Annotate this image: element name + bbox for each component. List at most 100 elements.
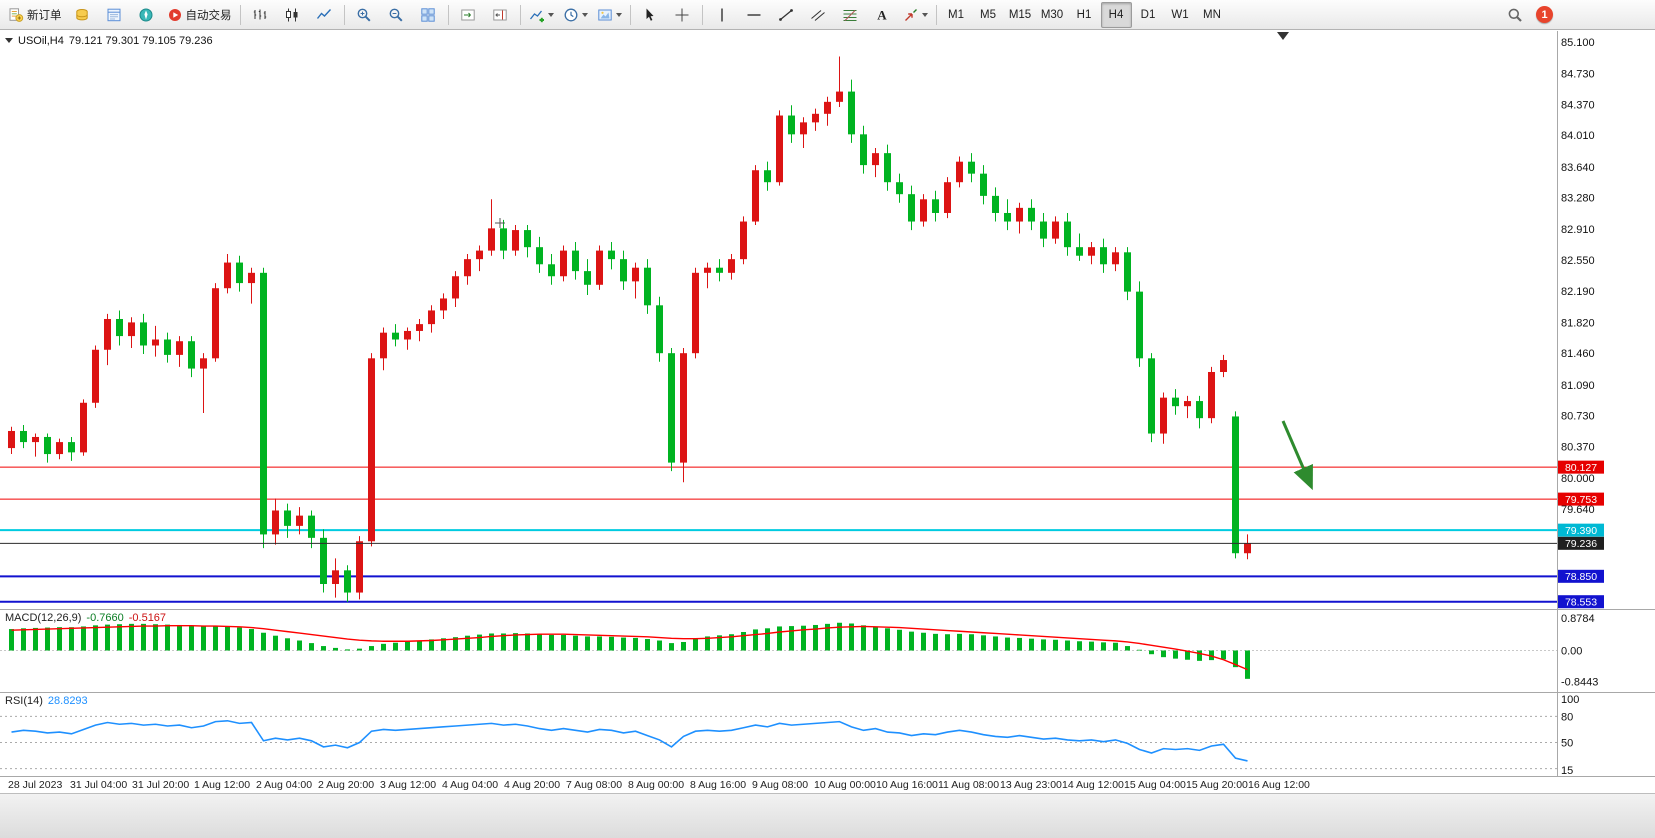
- toolbar-right: 1: [1499, 2, 1651, 28]
- auto-scroll-button[interactable]: [453, 2, 484, 28]
- svg-text:80: 80: [1561, 711, 1573, 723]
- auto-trading-button-label: 自动交易: [185, 9, 232, 22]
- tf-m1[interactable]: M1: [941, 2, 972, 28]
- dropdown-caret-icon: [547, 13, 554, 20]
- line-chart-button[interactable]: [309, 2, 340, 28]
- candlestick-chart-button[interactable]: [277, 2, 308, 28]
- svg-text:82.190: 82.190: [1561, 286, 1595, 298]
- cursor-button[interactable]: [635, 2, 666, 28]
- time-axis[interactable]: 28 Jul 2023 31 Jul 04:00 31 Jul 20:00 1 Aug…: [8, 779, 1310, 791]
- new-order-button-label: 新订单: [27, 9, 62, 22]
- tf-m15[interactable]: M15: [1005, 2, 1036, 28]
- svg-text:85.100: 85.100: [1561, 37, 1595, 49]
- tile-icon: [421, 7, 435, 22]
- data-window-button[interactable]: [99, 2, 130, 28]
- svg-text:2 Aug 20:00: 2 Aug 20:00: [318, 779, 374, 791]
- svg-text:81.820: 81.820: [1561, 317, 1595, 329]
- chart-shift-button[interactable]: [485, 2, 516, 28]
- template-button[interactable]: [593, 2, 626, 28]
- rsi-label: RSI(14) 28.8293: [5, 695, 88, 707]
- rsi-axis[interactable]: 100 80 50 15: [1561, 694, 1579, 777]
- macd-axis[interactable]: 0.8784 0.00 -0.8443: [1561, 613, 1598, 689]
- vertical-line-button[interactable]: [707, 2, 738, 28]
- svg-text:16 Aug 12:00: 16 Aug 12:00: [1248, 779, 1310, 791]
- svg-text:78.850: 78.850: [1565, 571, 1597, 583]
- data-window-icon: [107, 8, 121, 21]
- rsi-value: 28.8293: [47, 695, 88, 707]
- svg-text:14 Aug 12:00: 14 Aug 12:00: [1062, 779, 1124, 791]
- svg-text:79.236: 79.236: [1565, 538, 1597, 550]
- tf-h4[interactable]: H4: [1100, 1, 1132, 28]
- search-button[interactable]: [1499, 2, 1530, 28]
- collapse-chart-icon[interactable]: [5, 38, 13, 47]
- macd-signal-value: -0.5167: [128, 612, 167, 624]
- auto-trading-icon: [168, 8, 181, 21]
- svg-text:81.090: 81.090: [1561, 380, 1595, 392]
- chart-shift-icon: [493, 9, 507, 20]
- channel-button[interactable]: [803, 2, 834, 28]
- svg-text:80.000: 80.000: [1561, 473, 1595, 485]
- svg-text:10 Aug 16:00: 10 Aug 16:00: [876, 779, 938, 791]
- svg-text:1 Aug 12:00: 1 Aug 12:00: [194, 779, 250, 791]
- tf-w1[interactable]: W1: [1165, 2, 1196, 28]
- svg-text:A: A: [877, 7, 887, 22]
- notification-badge[interactable]: 1: [1536, 6, 1553, 23]
- rsi-name: RSI(14): [5, 695, 43, 707]
- report-button[interactable]: [67, 2, 98, 28]
- svg-text:15: 15: [1561, 765, 1573, 777]
- svg-text:80.370: 80.370: [1561, 441, 1595, 453]
- tf-h1[interactable]: H1: [1069, 2, 1100, 28]
- svg-text:50: 50: [1561, 738, 1573, 750]
- tf-d1-label: D1: [1140, 8, 1156, 21]
- new-chart-button[interactable]: [525, 2, 558, 28]
- horizontal-line-button[interactable]: [739, 2, 770, 28]
- navigator-icon: [139, 8, 153, 21]
- svg-text:15 Aug 04:00: 15 Aug 04:00: [1124, 779, 1186, 791]
- svg-text:79.753: 79.753: [1565, 494, 1597, 506]
- price-axis[interactable]: 85.100 84.730 84.370 84.010 83.640 83.280 82.9…: [1561, 37, 1595, 516]
- symbol-period: USOil,H4: [18, 34, 64, 47]
- navigator-button[interactable]: [131, 2, 162, 28]
- macd-histogram: [9, 622, 1250, 679]
- macd-signal-line: [11, 625, 1248, 671]
- svg-text:82.910: 82.910: [1561, 224, 1595, 236]
- ohlc-values: 79.121 79.301 79.105 79.236: [68, 34, 213, 47]
- svg-text:9 Aug 08:00: 9 Aug 08:00: [752, 779, 808, 791]
- svg-text:-0.8443: -0.8443: [1561, 677, 1598, 689]
- arrows-button[interactable]: [899, 2, 932, 28]
- tf-m15-label: M15: [1008, 8, 1032, 21]
- fibonacci-button[interactable]: [835, 2, 866, 28]
- tf-h4-label: H4: [1108, 8, 1124, 21]
- tf-w1-label: W1: [1171, 8, 1189, 21]
- toolbar: 新订单 自动交易 A M1 M5 M15 M30 H1 H4 D1 W1 MN 1: [0, 0, 1655, 30]
- svg-text:4 Aug 20:00: 4 Aug 20:00: [504, 779, 560, 791]
- cross-marker: [495, 218, 505, 228]
- text-button[interactable]: A: [867, 2, 898, 28]
- crosshair-button[interactable]: [667, 2, 698, 28]
- tile-windows-button[interactable]: [413, 2, 444, 28]
- tf-m30[interactable]: M30: [1037, 2, 1068, 28]
- horizontal-lines[interactable]: [0, 466, 1557, 603]
- sell-arrow-annotation[interactable]: [1281, 420, 1313, 491]
- svg-text:13 Aug 23:00: 13 Aug 23:00: [1000, 779, 1062, 791]
- toolbar-separator: [447, 4, 449, 25]
- tf-d1[interactable]: D1: [1133, 2, 1164, 28]
- auto-trading-button[interactable]: 自动交易: [163, 2, 236, 28]
- period-button[interactable]: [559, 2, 592, 28]
- chart-shift-marker[interactable]: [1277, 32, 1289, 40]
- zoom-out-button[interactable]: [381, 2, 412, 28]
- new-order-button[interactable]: 新订单: [4, 2, 66, 28]
- bar-chart-button[interactable]: [245, 2, 276, 28]
- zoom-in-button[interactable]: [349, 2, 380, 28]
- svg-text:83.640: 83.640: [1561, 162, 1595, 174]
- tf-mn[interactable]: MN: [1197, 2, 1228, 28]
- trendline-button[interactable]: [771, 2, 802, 28]
- tf-mn-label: MN: [1203, 8, 1221, 21]
- tf-m5[interactable]: M5: [973, 2, 1004, 28]
- candles-icon: [286, 8, 298, 21]
- svg-text:11 Aug 08:00: 11 Aug 08:00: [938, 779, 999, 791]
- macd-main-value: -0.7660: [86, 612, 124, 624]
- toolbar-separator: [935, 4, 937, 25]
